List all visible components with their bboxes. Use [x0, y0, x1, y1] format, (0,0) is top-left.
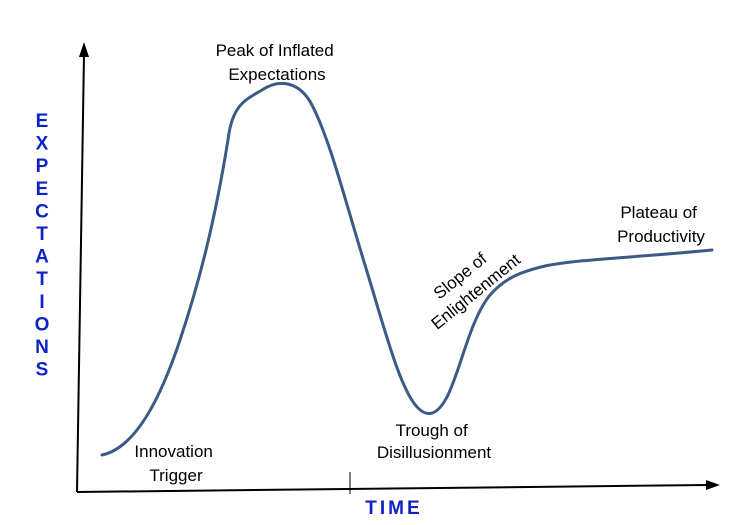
y-axis-title-letter: P: [36, 156, 49, 177]
y-axis-title-letter: S: [36, 360, 49, 381]
x-axis-title: TIME: [365, 498, 422, 519]
x-axis-line: [76, 484, 709, 493]
trough-label-line1: Trough of: [396, 421, 468, 440]
y-axis-title-letter: E: [36, 179, 49, 200]
x-axis-arrowhead: [706, 480, 720, 490]
hype-cycle-curve: [100, 81, 714, 457]
y-axis-line: [76, 53, 85, 493]
y-axis-title-letter: N: [35, 337, 49, 358]
peak-label-line2: Expectations: [228, 65, 325, 84]
y-axis-title-letter: A: [35, 247, 49, 268]
trough-label: Trough of Disillusionment: [377, 421, 492, 462]
innovation-trigger-label: Innovation Trigger: [134, 442, 217, 485]
y-axis-title-letter: X: [36, 134, 49, 155]
plateau-label: Plateau of Productivity: [617, 203, 705, 246]
peak-label-line1: Peak of Inflated: [216, 41, 334, 60]
trough-label-line2: Disillusionment: [377, 443, 492, 462]
y-axis-title-letter: T: [36, 269, 48, 290]
slope-label: Slope of Enlightenment: [414, 233, 524, 333]
peak-label: Peak of Inflated Expectations: [216, 41, 339, 84]
plateau-label-line2: Productivity: [617, 227, 705, 246]
slope-label-group: Slope of Enlightenment: [414, 233, 525, 333]
y-axis-arrowhead: [79, 42, 89, 57]
y-axis-title-letter: C: [35, 201, 49, 222]
innovation-label-line1: Innovation: [134, 442, 212, 461]
y-axis-title-letter: E: [36, 111, 49, 132]
y-axis-title-letter: T: [36, 224, 48, 245]
y-axis-title-letter: O: [35, 314, 50, 335]
innovation-label-line2: Trigger: [149, 466, 203, 485]
y-axis-title-letter: I: [39, 292, 44, 313]
plateau-label-line1: Plateau of: [620, 203, 697, 222]
